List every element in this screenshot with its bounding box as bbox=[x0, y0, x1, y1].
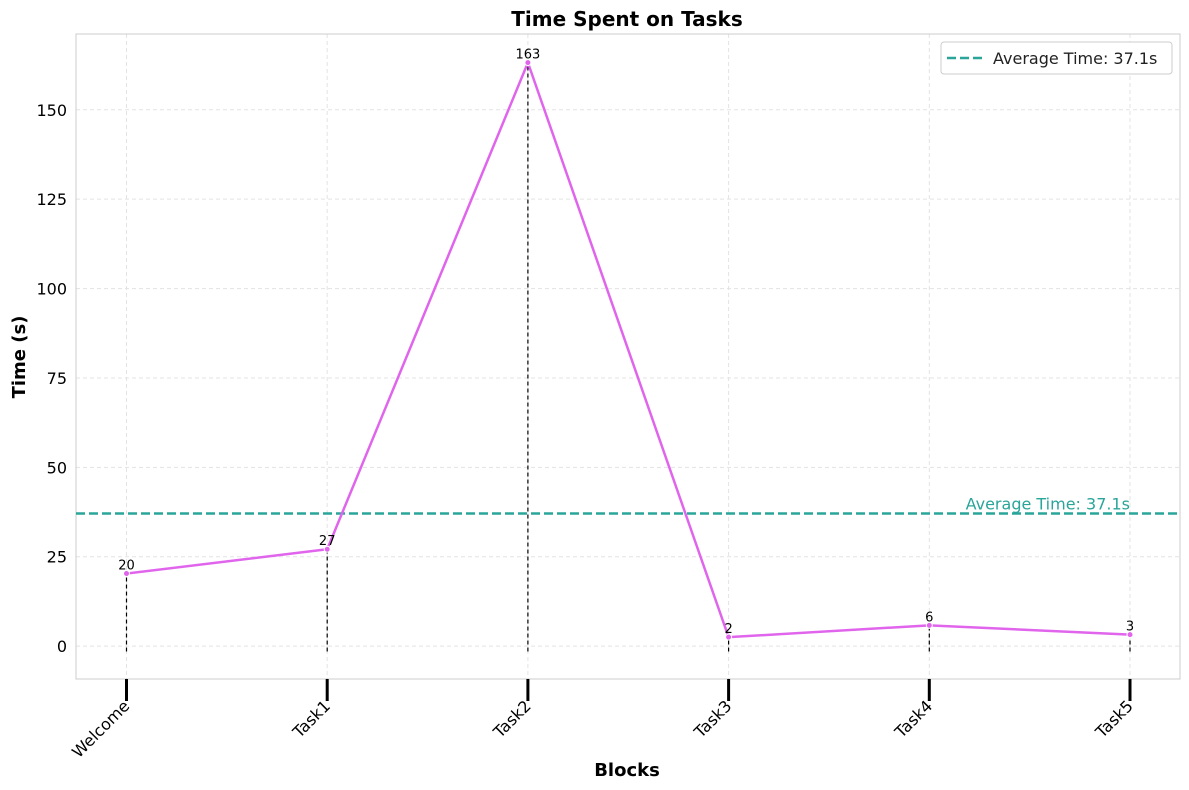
x-tick-label: Task2 bbox=[489, 696, 535, 742]
y-axis-label: Time (s) bbox=[9, 316, 30, 399]
average-line-label: Average Time: 37.1s bbox=[966, 494, 1130, 513]
data-label: 2 bbox=[724, 622, 732, 637]
x-axis: Welcome Task1 Task2 Task3 Task4 Task5 bbox=[68, 679, 1137, 762]
x-tick-label: Task3 bbox=[690, 696, 736, 742]
x-tick-label: Task1 bbox=[288, 696, 334, 742]
data-label: 20 bbox=[118, 559, 135, 574]
data-point bbox=[925, 621, 933, 629]
y-tick-label: 150 bbox=[36, 101, 67, 120]
average-line-group: Average Time: 37.1s bbox=[76, 494, 1180, 515]
data-label: 27 bbox=[319, 534, 336, 549]
legend-label: Average Time: 37.1s bbox=[993, 49, 1157, 68]
y-axis: 0 25 50 75 100 125 150 bbox=[36, 101, 67, 656]
grid bbox=[76, 34, 1180, 679]
y-tick-label: 75 bbox=[47, 369, 67, 388]
legend-box bbox=[940, 41, 1173, 75]
data-point bbox=[725, 633, 733, 641]
y-tick-label: 50 bbox=[47, 458, 67, 477]
legend: Average Time: 37.1s bbox=[940, 41, 1173, 75]
data-point bbox=[123, 570, 130, 578]
x-tick-label: Task4 bbox=[890, 696, 936, 742]
series-line bbox=[126, 61, 1131, 639]
y-tick-label: 0 bbox=[57, 637, 67, 656]
data-point bbox=[524, 59, 532, 67]
y-tick-label: 125 bbox=[36, 190, 67, 209]
x-axis-label: Blocks bbox=[594, 760, 660, 781]
data-label: 6 bbox=[925, 610, 933, 625]
stems bbox=[125, 62, 1131, 652]
data-label: 3 bbox=[1126, 620, 1134, 635]
data-point bbox=[323, 545, 331, 553]
chart-title: Time Spent on Tasks bbox=[511, 7, 743, 31]
series: 20 27 163 2 6 3 bbox=[118, 48, 1134, 641]
x-tick-label: Task5 bbox=[1091, 696, 1137, 742]
plot-frame bbox=[75, 33, 1181, 680]
y-tick-label: 25 bbox=[47, 548, 67, 567]
x-tick-label: Welcome bbox=[68, 696, 133, 761]
y-tick-label: 100 bbox=[36, 280, 67, 299]
data-label: 163 bbox=[515, 48, 540, 63]
data-point bbox=[1126, 631, 1134, 639]
